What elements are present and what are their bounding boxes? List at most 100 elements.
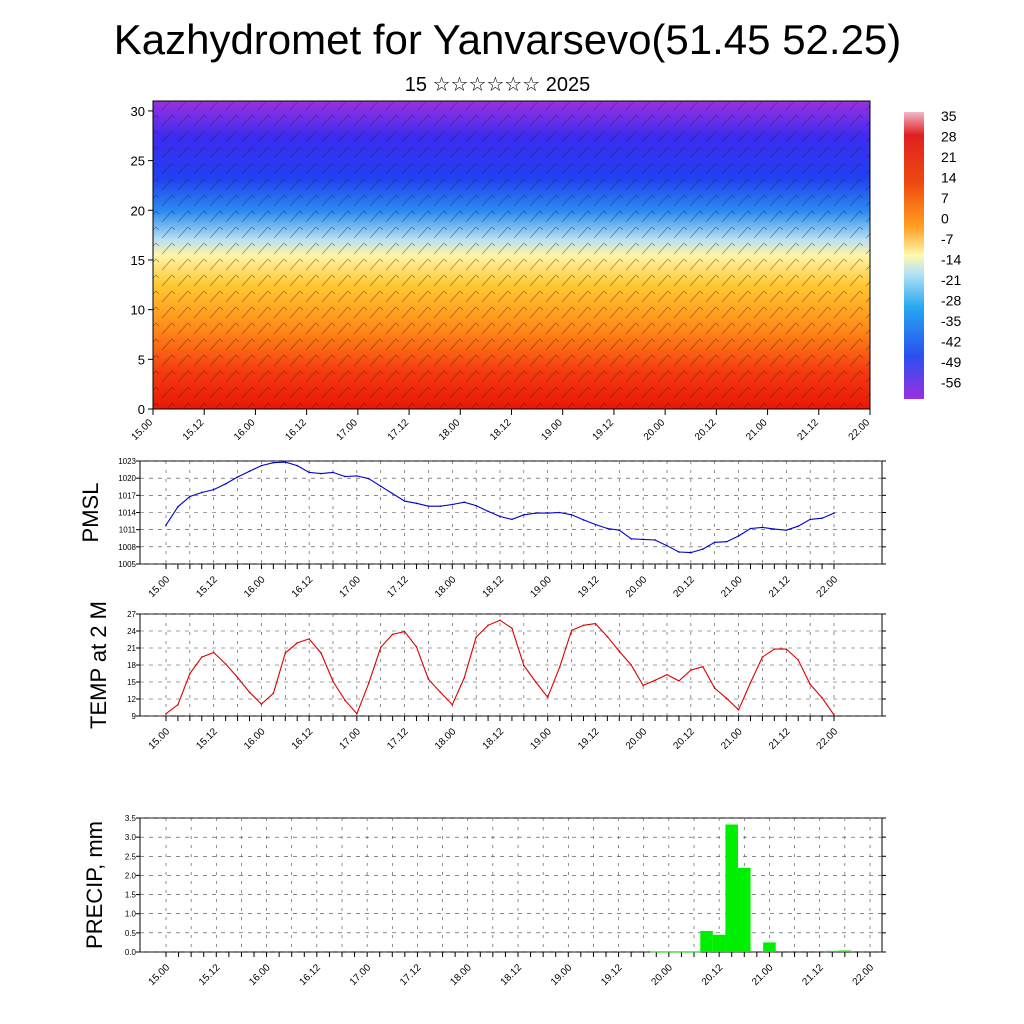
- x-tick-label: 18.12: [499, 962, 525, 988]
- data-point: [642, 538, 644, 541]
- y-tick-label: 27: [127, 610, 136, 619]
- heatmap-y-tick-label: 5: [138, 352, 145, 367]
- data-point: [594, 523, 597, 526]
- x-tick-label: 15.00: [147, 962, 173, 988]
- data-point: [570, 513, 573, 516]
- data-point: [606, 527, 609, 530]
- data-point: [379, 646, 382, 649]
- x-tick-label: 19.12: [599, 962, 625, 988]
- data-point: [320, 652, 322, 654]
- y-tick-label: 1.5: [125, 891, 137, 900]
- colorbar-labels: 35 28 21 14 7 0 -7 -14 -21 -28 -35 -42 -49 -56: [941, 108, 961, 391]
- precip-bar: [838, 950, 852, 952]
- heatmap-x-tick-label: 19.12: [591, 417, 617, 443]
- data-point: [296, 464, 299, 467]
- data-point: [463, 501, 466, 504]
- precip-bar: [826, 950, 839, 952]
- colorbar-label: 28: [941, 129, 957, 145]
- data-point: [654, 679, 656, 682]
- y-tick-label: 9: [132, 712, 137, 721]
- data-point: [558, 511, 561, 514]
- y-tick-label: 1020: [118, 474, 136, 483]
- precip-bar: [687, 951, 701, 953]
- data-point: [296, 642, 299, 644]
- data-point: [356, 475, 358, 477]
- data-point: [594, 622, 597, 625]
- data-point: [725, 540, 728, 543]
- data-point: [427, 505, 430, 508]
- y-tick-label: 1008: [118, 543, 136, 552]
- data-point: [177, 703, 179, 706]
- data-point: [570, 629, 573, 632]
- data-point: [332, 471, 334, 474]
- y-tick-label: 3.5: [125, 814, 137, 823]
- x-tick-label: 21.12: [767, 574, 793, 600]
- data-point: [344, 699, 346, 701]
- x-tick-label: 18.12: [481, 726, 507, 752]
- x-tick-label: 19.00: [528, 574, 554, 600]
- colorbar-label: 21: [941, 149, 957, 165]
- data-point: [356, 712, 358, 715]
- x-tick-label: 19.12: [576, 726, 602, 752]
- x-tick-label: 15.00: [147, 726, 173, 752]
- x-tick-label: 22.00: [815, 574, 841, 600]
- data-point: [499, 515, 501, 518]
- x-tick-label: 16.12: [290, 574, 316, 600]
- data-point: [391, 492, 394, 495]
- data-point: [737, 708, 740, 711]
- data-point: [177, 505, 179, 508]
- data-point: [260, 464, 263, 467]
- data-point: [678, 680, 680, 682]
- y-axis-label: PMSL: [78, 483, 103, 543]
- data-point: [189, 495, 191, 498]
- y-tick-label: 2.0: [125, 871, 137, 880]
- precip-bar: [725, 824, 738, 952]
- x-tick-label: 16.00: [242, 574, 268, 600]
- data-point: [511, 518, 513, 521]
- data-point: [630, 664, 633, 666]
- data-point: [725, 697, 728, 700]
- heatmap-x-tick-label: 18.12: [488, 417, 514, 443]
- data-point: [546, 696, 549, 699]
- x-tick-label: 18.12: [481, 574, 507, 600]
- x-tick-label: 20.12: [700, 962, 726, 988]
- x-tick-label: 19.00: [528, 726, 554, 752]
- heatmap-x-tick-label: 22.00: [847, 417, 873, 443]
- data-point: [475, 636, 477, 639]
- heatmap-x-ticks: 15.00 15.12 16.00 16.12 17.00 17.12 18.00 18.12…: [130, 409, 873, 443]
- colorbar-label: -28: [941, 293, 961, 309]
- data-point: [487, 624, 489, 627]
- data-point: [499, 619, 501, 622]
- data-point: [451, 703, 454, 706]
- data-point: [678, 551, 680, 553]
- plot-frame: [139, 817, 883, 953]
- x-tick-label: 16.12: [290, 726, 316, 752]
- precip-panel: 3.5 3.0 2.5 2.0 1.5 1.0 0.5 0.0 15.00 15.12 16.00 1…: [82, 814, 886, 988]
- data-point: [200, 491, 203, 494]
- y-axis-label: TEMP at 2 M: [86, 601, 111, 729]
- data-point: [367, 477, 370, 480]
- data-point: [308, 638, 310, 640]
- data-point: [284, 652, 287, 654]
- x-tick-label: 21.12: [800, 962, 826, 988]
- data-point: [224, 483, 227, 485]
- data-point: [546, 512, 549, 514]
- data-point: [248, 470, 251, 473]
- data-point: [451, 503, 454, 506]
- x-tick-label: 20.00: [624, 726, 650, 752]
- x-tick-label: 15.12: [194, 726, 220, 752]
- x-tick-label: 21.12: [767, 726, 793, 752]
- data-point: [761, 526, 764, 529]
- data-point: [391, 633, 394, 636]
- data-point: [427, 678, 430, 680]
- y-tick-label: 1011: [119, 526, 137, 535]
- data-point: [439, 691, 442, 693]
- precip-bar: [662, 951, 676, 953]
- data-point: [642, 684, 644, 687]
- data-point: [200, 656, 203, 658]
- data-point: [582, 519, 585, 521]
- colorbar-label: -56: [941, 375, 961, 391]
- temp-panel: 27 24 21 18 15 12 9 15.00 15.12 16.00 16.12 17.00 17…: [86, 601, 886, 752]
- data-point: [690, 669, 692, 671]
- x-tick-label: 18.00: [448, 962, 474, 988]
